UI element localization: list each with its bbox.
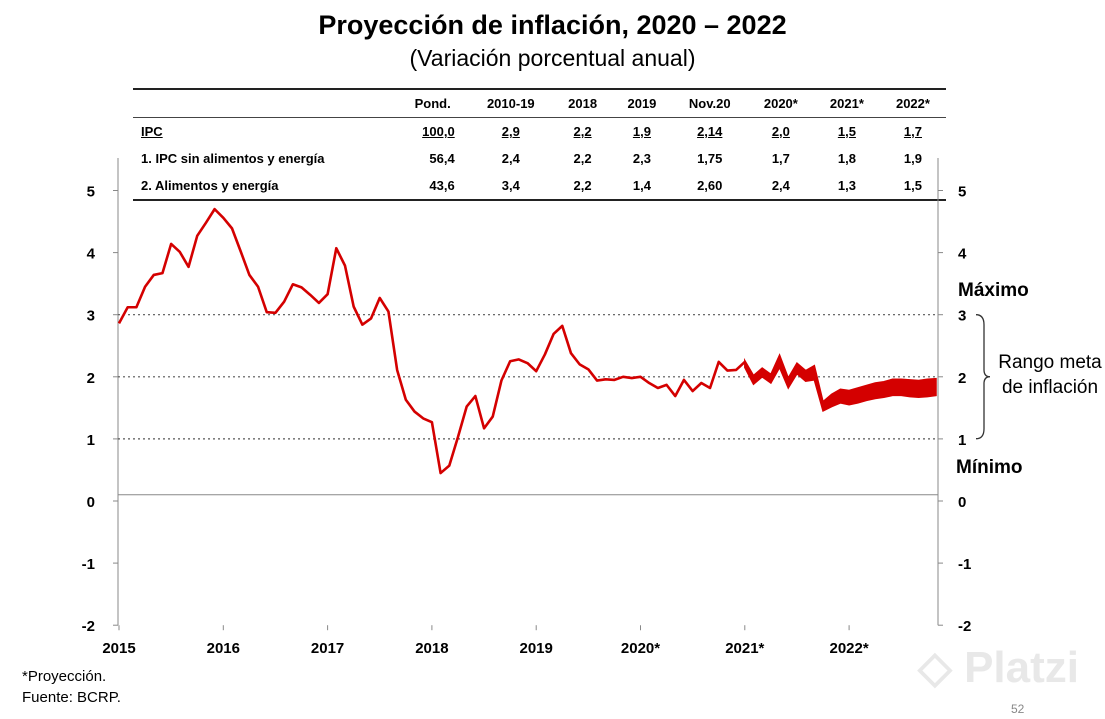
y-tick-label-left: 0 — [87, 494, 95, 511]
col-header: 2018 — [552, 89, 613, 118]
table-cell: 1,8 — [837, 151, 856, 166]
y-tick-label-right: -1 — [958, 556, 971, 573]
table-cell: 1,7 — [903, 124, 922, 139]
y-tick-label-left: 4 — [87, 246, 96, 263]
y-tick-label-right: 4 — [958, 246, 967, 263]
table-cell: 2,4 — [771, 178, 790, 193]
y-tick-label-right: 2 — [958, 370, 966, 387]
y-tick-label-left: -1 — [82, 556, 95, 573]
table-cell: 2,2 — [573, 178, 592, 193]
row-label: IPC — [141, 124, 163, 139]
min-label: Mínimo — [956, 457, 1023, 478]
inflation-table: Pond. 2010-19 2018 2019 Nov.20 2020* 202… — [133, 88, 946, 201]
table-cell: 2,2 — [573, 151, 592, 166]
col-header: 2021* — [813, 89, 880, 118]
x-tick-label: 2019 — [520, 640, 553, 657]
x-tick-label: 2016 — [207, 640, 240, 657]
table-cell: 2,3 — [632, 151, 651, 166]
y-tick-label-left: 5 — [87, 184, 95, 201]
col-header: 2020* — [747, 89, 814, 118]
chart-title: Proyección de inflación, 2020 – 2022 — [318, 10, 787, 40]
y-tick-label-right: -2 — [958, 618, 971, 635]
table-row: IPC 100,0 2,9 2,2 1,9 2,14 2,0 1,5 1,7 — [133, 118, 946, 146]
table-header-row: Pond. 2010-19 2018 2019 Nov.20 2020* 202… — [133, 89, 946, 118]
x-tick-label: 2018 — [415, 640, 448, 657]
table-cell: 1,7 — [771, 151, 790, 166]
x-tick-label: 2015 — [102, 640, 135, 657]
table-cell: 56,4 — [429, 151, 455, 166]
platzi-watermark: ◇ Platzi — [918, 643, 1079, 692]
range-brace — [975, 314, 991, 440]
col-header: 2010-19 — [468, 89, 553, 118]
projection-band — [744, 353, 937, 413]
table-cell: 1,3 — [837, 178, 856, 193]
footnote-source: Fuente: BCRP. — [22, 689, 121, 706]
y-tick-label-left: -2 — [82, 618, 95, 635]
table-cell: 2,14 — [697, 124, 723, 139]
table-cell: 2,9 — [501, 124, 520, 139]
x-tick-label: 2021* — [725, 640, 764, 657]
max-label: Máximo — [958, 280, 1029, 301]
table-cell: 1,5 — [837, 124, 856, 139]
y-tick-label-left: 3 — [87, 308, 95, 325]
y-tick-label-right: 3 — [958, 308, 966, 325]
y-tick-label-left: 1 — [87, 432, 95, 449]
table-cell: 2,2 — [573, 124, 592, 139]
y-tick-label-right: 5 — [958, 184, 966, 201]
x-tick-label: 2020* — [621, 640, 660, 657]
table-cell: 1,9 — [903, 151, 922, 166]
y-tick-label-right: 0 — [958, 494, 966, 511]
table-cell: 100,0 — [422, 124, 455, 139]
y-tick-label-right: 1 — [958, 432, 966, 449]
chart-subtitle: (Variación porcentual anual) — [409, 45, 696, 71]
row-label: 1. IPC sin alimentos y energía — [141, 151, 325, 166]
table-cell: 43,6 — [429, 178, 455, 193]
col-header: Pond. — [396, 89, 469, 118]
x-tick-label: 2022* — [829, 640, 868, 657]
table-cell: 2,60 — [697, 178, 723, 193]
y-tick-label-left: 2 — [87, 370, 95, 387]
col-header: 2022* — [879, 89, 946, 118]
watermark-text: Platzi — [964, 643, 1079, 692]
col-header: 2019 — [612, 89, 672, 118]
table-row: 1. IPC sin alimentos y energía 56,4 2,4 2,2… — [133, 145, 946, 172]
table-cell: 1,4 — [632, 178, 651, 193]
table-cell: 2,4 — [501, 151, 520, 166]
table-cell: 1,5 — [903, 178, 922, 193]
table-row: 2. Alimentos y energía 43,6 3,4 2,2 1,4 2,60 2… — [133, 172, 946, 200]
range-label: Rango meta de inflación — [998, 352, 1102, 398]
footnote-projection: *Proyección. — [22, 668, 107, 685]
observed-inflation-line — [117, 207, 746, 475]
x-tick-label: 2017 — [311, 640, 344, 657]
table-cell: 1,9 — [632, 124, 651, 139]
col-header — [133, 89, 397, 118]
row-label: 2. Alimentos y energía — [141, 178, 279, 193]
table-cell: 2,0 — [771, 124, 790, 139]
page-number: 52 — [1011, 702, 1025, 716]
table-cell: 3,4 — [501, 178, 520, 193]
col-header: Nov.20 — [671, 89, 748, 118]
table-cell: 1,75 — [697, 151, 723, 166]
